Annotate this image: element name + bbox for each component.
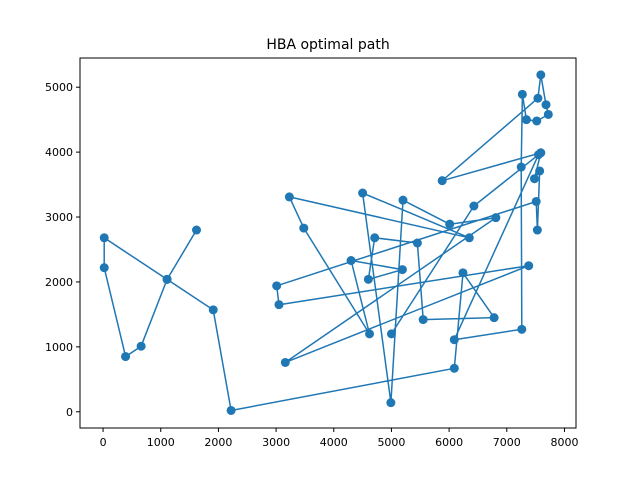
data-point <box>449 335 459 345</box>
data-point <box>529 174 539 184</box>
data-point <box>363 274 373 284</box>
data-point <box>386 329 396 339</box>
x-tick-label: 1000 <box>147 436 175 449</box>
x-tick-label: 7000 <box>493 436 521 449</box>
series-line <box>103 74 550 412</box>
data-point <box>543 109 553 119</box>
data-point <box>517 324 527 334</box>
data-point <box>208 305 218 315</box>
x-tick-label: 5000 <box>377 436 405 449</box>
y-axis-ticks: 0 1000 2000 3000 4000 5000 <box>45 81 80 419</box>
data-point <box>531 196 541 206</box>
data-point <box>489 313 499 323</box>
data-point <box>397 265 407 275</box>
y-tick-label: 1000 <box>45 341 73 354</box>
x-tick-label: 0 <box>100 436 107 449</box>
data-point <box>370 233 380 243</box>
data-point <box>99 233 109 243</box>
data-point <box>517 89 527 99</box>
data-point <box>532 116 542 126</box>
data-point <box>516 162 526 172</box>
data-point <box>99 263 109 273</box>
data-point <box>536 70 546 80</box>
data-point <box>491 213 501 223</box>
data-point <box>524 261 534 271</box>
data-point <box>192 225 202 235</box>
data-point <box>365 329 375 339</box>
y-tick-label: 5000 <box>45 81 73 94</box>
x-tick-label: 2000 <box>204 436 232 449</box>
data-point <box>272 281 282 291</box>
chart-title: HBA optimal path <box>266 37 389 53</box>
x-axis-ticks: 0 1000 2000 3000 4000 5000 6000 7000 8000 <box>100 428 578 449</box>
data-point <box>533 93 543 103</box>
x-tick-label: 6000 <box>435 436 463 449</box>
data-point <box>412 238 422 248</box>
data-point <box>445 219 455 229</box>
data-point <box>299 223 309 233</box>
data-point <box>541 100 551 110</box>
data-point <box>464 233 474 243</box>
data-point <box>284 192 294 202</box>
data-point <box>398 195 408 205</box>
y-tick-label: 0 <box>66 406 73 419</box>
data-point <box>121 352 131 362</box>
data-point <box>358 188 368 198</box>
data-point <box>449 363 459 373</box>
data-point <box>418 315 428 325</box>
data-point <box>534 150 544 160</box>
data-point <box>226 405 236 415</box>
data-point <box>535 166 545 176</box>
data-point <box>386 398 396 408</box>
data-point <box>521 115 531 125</box>
data-point <box>437 176 447 186</box>
plot-frame <box>79 57 577 429</box>
data-point <box>458 268 468 278</box>
y-tick-label: 2000 <box>45 276 73 289</box>
data-point <box>346 256 356 266</box>
data-point <box>469 201 479 211</box>
data-point <box>280 357 290 367</box>
x-tick-label: 4000 <box>320 436 348 449</box>
data-point <box>532 225 542 235</box>
series-layer <box>99 70 553 415</box>
x-tick-label: 8000 <box>550 436 578 449</box>
x-tick-label: 3000 <box>262 436 290 449</box>
y-tick-label: 3000 <box>45 211 73 224</box>
y-tick-label: 4000 <box>45 146 73 159</box>
data-point <box>274 300 284 310</box>
data-point <box>136 341 146 351</box>
data-point <box>162 274 172 284</box>
